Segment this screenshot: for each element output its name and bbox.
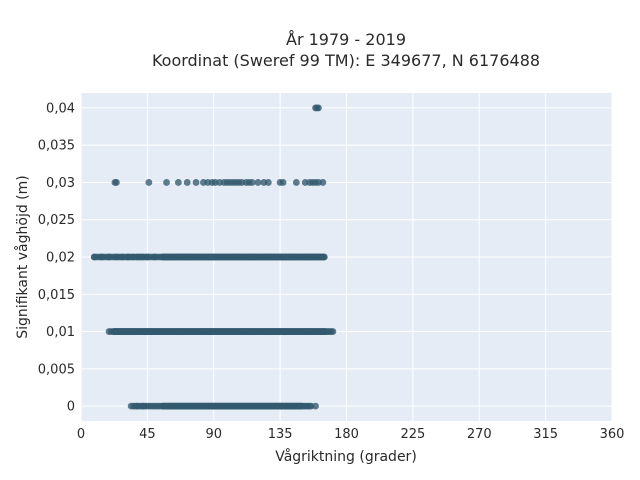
scatter-point (107, 328, 115, 335)
x-tick-label: 180 (334, 427, 359, 442)
scatter-point (315, 104, 322, 112)
scatter-point (113, 179, 120, 186)
y-tick-label: 0,03 (46, 176, 75, 191)
scatter-point (105, 253, 113, 261)
y-tick-label: 0,01 (46, 325, 75, 340)
chart-title: År 1979 - 2019 (286, 30, 406, 49)
x-tick-label: 270 (467, 427, 492, 442)
x-tick-label: 0 (77, 427, 85, 442)
scatter-point (157, 253, 165, 261)
scatter-point (320, 253, 328, 261)
scatter-point (329, 328, 337, 335)
scatter-point (264, 179, 272, 186)
y-tick-labels: 0 0,005 0,01 0,015 0,02 0,025 0,03 0,035 0,04 (38, 101, 75, 414)
scatter-point (156, 402, 164, 410)
x-tick-label: 45 (139, 427, 156, 442)
y-tick-label: 0,025 (38, 213, 75, 228)
scatter-point (192, 179, 200, 186)
scatter-point (279, 179, 287, 186)
y-tick-label: 0,04 (46, 101, 75, 116)
scatter-point (113, 253, 120, 261)
x-tick-label: 225 (400, 427, 425, 442)
scatter-point (248, 179, 256, 186)
x-axis-label: Vågriktning (grader) (275, 448, 417, 465)
scatter-point (143, 253, 151, 261)
scatter-point (183, 179, 191, 186)
scatter-point (133, 402, 141, 410)
y-tick-label: 0,015 (38, 288, 75, 303)
x-tick-label: 315 (533, 427, 558, 442)
scatter-point (151, 253, 159, 261)
scatter-point (174, 179, 182, 186)
scatter-point (312, 402, 319, 410)
y-tick-label: 0 (67, 400, 75, 415)
y-tick-label: 0,02 (46, 251, 75, 266)
x-tick-labels: 0 45 90 135 180 225 270 315 360 (77, 427, 625, 442)
scatter-point (118, 253, 126, 261)
x-tick-label: 90 (205, 427, 222, 442)
y-tick-label: 0,035 (38, 139, 75, 154)
x-tick-label: 135 (268, 427, 293, 442)
chart-subtitle: Koordinat (Sweref 99 TM): E 349677, N 61… (152, 51, 540, 70)
x-tick-label: 360 (600, 427, 625, 442)
scatter-point (292, 179, 300, 186)
scatter-point (319, 179, 327, 186)
scatter-point (98, 253, 106, 261)
scatter-point (163, 179, 170, 186)
scatter-point (254, 179, 262, 186)
scatter-point (139, 402, 147, 410)
grid-lines (80, 93, 613, 421)
y-tick-label: 0,005 (38, 362, 75, 377)
scatter-point (145, 179, 153, 186)
y-axis-label: Signifikant våghöjd (m) (14, 175, 31, 338)
scatter-point (90, 253, 98, 261)
data-points (90, 104, 337, 410)
